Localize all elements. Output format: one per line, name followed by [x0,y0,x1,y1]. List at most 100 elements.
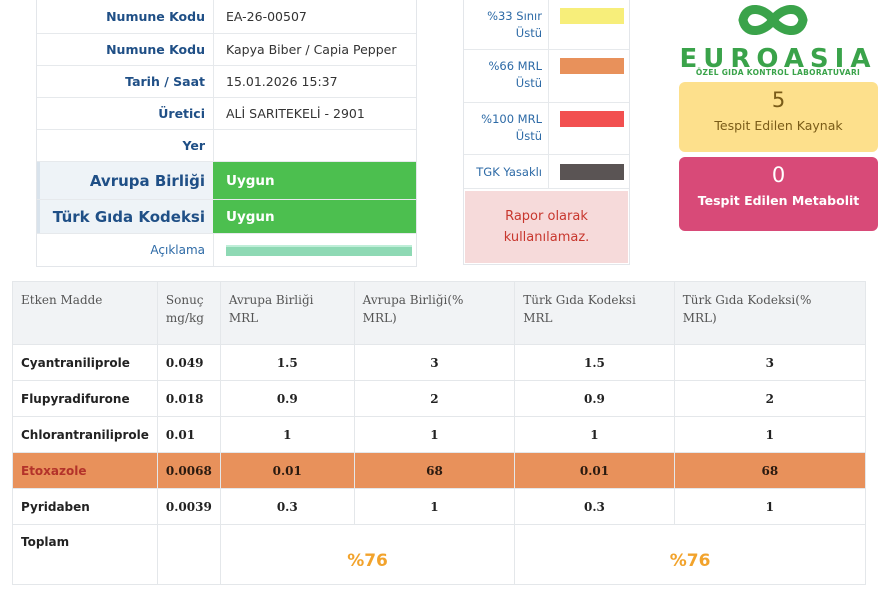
legend-label-line1: %100 MRL [481,112,542,126]
description-label: Açıklama [37,234,213,266]
tgk-mrl: 0.3 [514,488,675,525]
table-row: Chlorantraniliprole 0.01 1 1 1 1 [12,416,867,453]
legend-swatch-red [560,111,624,127]
table-row: Flupyradifurone 0.018 0.9 2 0.9 2 [12,380,867,417]
description-bar [226,244,412,256]
eu-mrl: 0.9 [219,380,355,417]
info-value: EA-26-00507 [213,0,416,33]
info-row-description: Açıklama [37,234,416,266]
info-value: Kapya Biber / Capia Pepper [213,34,416,65]
column-header: Avrupa Birliği MRL [219,281,355,345]
header-line1: Avrupa Birliği [228,293,314,307]
result-value: 0.01 [156,416,221,453]
legend-swatch-dark [560,164,624,180]
eu-mrl: 1.5 [219,344,355,381]
tgk-mrl-percent: 68 [673,452,867,489]
column-header: Sonuç mg/kg [156,281,221,345]
eu-mrl-percent: 1 [353,416,516,453]
warning-line1: Rapor olarak [505,209,588,224]
legend-label: TGK Yasaklı [464,155,548,188]
detected-sources-count: 5 [771,88,786,112]
table-row-highlighted: Etoxazole 0.0068 0.01 68 0.01 68 [12,452,867,489]
header-line2: mg/kg [165,311,204,325]
report-warning: Rapor olarak kullanılamaz. [465,191,628,263]
tgk-mrl-percent: 1 [673,416,867,453]
active-substance: Etoxazole [12,452,158,489]
eu-total-percent: %76 [219,524,516,585]
tgk-mrl: 0.01 [514,452,675,489]
logo-subtitle: ÖZEL GIDA KONTROL LABORATUVARI [695,68,861,77]
info-value: ALİ SARITEKELİ - 2901 [213,98,416,129]
eu-mrl-percent: 68 [353,452,516,489]
info-row-sample-code: Numune Kodu EA-26-00507 [37,0,416,34]
eu-mrl-percent: 1 [353,488,516,525]
column-header: Avrupa Birliği(% MRL) [353,281,516,345]
color-legend: %33 Sınır Üstü %66 MRL Üstü %100 MRL Üstü T… [463,0,630,265]
tgk-mrl: 1.5 [514,344,675,381]
active-substance: Flupyradifurone [12,380,158,417]
header-line2: MRL) [682,311,717,325]
detected-metabolites-count: 0 [771,163,786,187]
result-value: 0.0068 [156,452,221,489]
detected-sources-card: 5 Tespit Edilen Kaynak [679,82,878,152]
info-row-eu-status: Avrupa Birliği Uygun [37,162,416,200]
tgk-status-badge: Uygun [213,200,416,233]
table-row: Cyantraniliprole 0.049 1.5 3 1.5 3 [12,344,867,381]
info-label: Üretici [37,98,213,129]
active-substance: Chlorantraniliprole [12,416,158,453]
legend-label-line1: TGK Yasaklı [476,165,542,179]
tgk-mrl: 0.9 [514,380,675,417]
table-row: Pyridaben 0.0039 0.3 1 0.3 1 [12,488,867,525]
legend-swatch-yellow [560,8,624,24]
info-value [213,130,416,161]
eu-mrl-percent: 3 [353,344,516,381]
legend-label-line1: %66 MRL [488,59,542,73]
detected-sources-label: Tespit Edilen Kaynak [714,118,843,133]
result-value: 0.049 [156,344,221,381]
legend-label-line1: %33 Sınır [487,9,542,23]
info-label: Numune Kodu [37,34,213,65]
column-header: Türk Gıda Kodeksi MRL [514,281,675,345]
info-label: Numune Kodu [37,0,213,33]
info-label: Yer [37,130,213,161]
residue-results-table: Etken Madde Sonuç mg/kg Avrupa Birliği MRL… [12,281,867,585]
legend-item-66: %66 MRL Üstü [464,50,629,103]
tgk-mrl-percent: 2 [673,380,867,417]
eu-mrl: 0.3 [219,488,355,525]
eu-mrl: 1 [219,416,355,453]
total-row: Toplam %76 %76 [12,524,866,585]
euroasia-logo: EUROASIA ÖZEL GIDA KONTROL LABORATUVARI [678,0,878,78]
tgk-status-label: Türk Gıda Kodeksi [37,200,213,233]
table-header-row: Etken Madde Sonuç mg/kg Avrupa Birliği MRL… [12,281,867,345]
eu-mrl-percent: 2 [353,380,516,417]
tgk-mrl-percent: 3 [673,344,867,381]
warning-line2: kullanılamaz. [503,230,590,245]
legend-label-line2: Üstü [515,76,542,90]
legend-item-33: %33 Sınır Üstü [464,0,629,50]
tgk-total-percent: %76 [514,524,866,585]
column-header: Türk Gıda Kodeksi(% MRL) [673,281,867,345]
legend-label: %33 Sınır Üstü [464,0,548,49]
header-line1: Sonuç [165,293,204,307]
detected-metabolites-card: 0 Tespit Edilen Metabolit [679,157,878,231]
active-substance: Pyridaben [12,488,158,525]
tgk-mrl: 1 [514,416,675,453]
info-label: Tarih / Saat [37,66,213,97]
info-row-location: Yer [37,130,416,162]
logo-wordmark: EUROASIA [679,44,877,74]
info-value: 15.01.2026 15:37 [213,66,416,97]
eu-mrl: 0.01 [219,452,355,489]
tgk-mrl-percent: 1 [673,488,867,525]
description-value [213,234,416,266]
eu-status-label: Avrupa Birliği [37,162,213,199]
header-line1: Türk Gıda Kodeksi(% [682,293,812,307]
info-row-producer: Üretici ALİ SARITEKELİ - 2901 [37,98,416,130]
infinity-logo-icon [738,5,808,35]
result-value: 0.0039 [156,488,221,525]
info-row-sample-name: Numune Kodu Kapya Biber / Capia Pepper [37,34,416,66]
header-line1: Türk Gıda Kodeksi [523,293,636,307]
header-line1: Avrupa Birliği(% [362,293,464,307]
detected-metabolites-label: Tespit Edilen Metabolit [697,193,860,208]
legend-item-100: %100 MRL Üstü [464,103,629,155]
header-line2: MRL) [362,311,397,325]
